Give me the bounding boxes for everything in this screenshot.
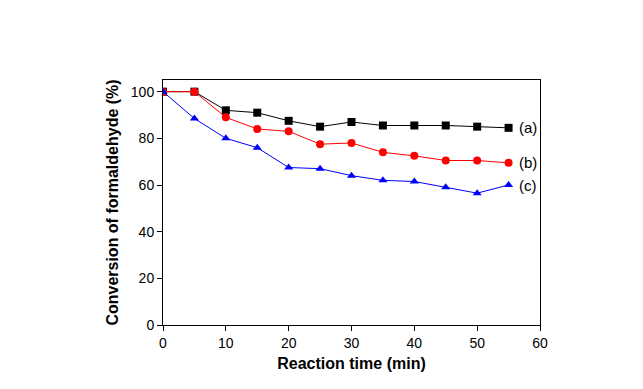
svg-text:(a): (a) xyxy=(519,119,537,136)
svg-text:40: 40 xyxy=(407,335,423,351)
svg-text:60: 60 xyxy=(532,335,548,351)
svg-text:80: 80 xyxy=(139,130,155,146)
svg-text:Reaction time (min): Reaction time (min) xyxy=(277,355,425,372)
svg-text:20: 20 xyxy=(139,270,155,286)
svg-text:20: 20 xyxy=(281,335,297,351)
svg-text:30: 30 xyxy=(344,335,360,351)
svg-text:(c): (c) xyxy=(519,177,537,194)
svg-text:50: 50 xyxy=(469,335,485,351)
svg-text:0: 0 xyxy=(146,317,154,333)
svg-text:60: 60 xyxy=(139,177,155,193)
svg-text:(b): (b) xyxy=(519,154,537,171)
svg-text:Conversion of formaldehyde (%): Conversion of formaldehyde (%) xyxy=(104,79,121,325)
svg-text:0: 0 xyxy=(159,335,167,351)
svg-text:10: 10 xyxy=(218,335,234,351)
svg-text:100: 100 xyxy=(131,84,155,100)
svg-text:40: 40 xyxy=(139,224,155,240)
